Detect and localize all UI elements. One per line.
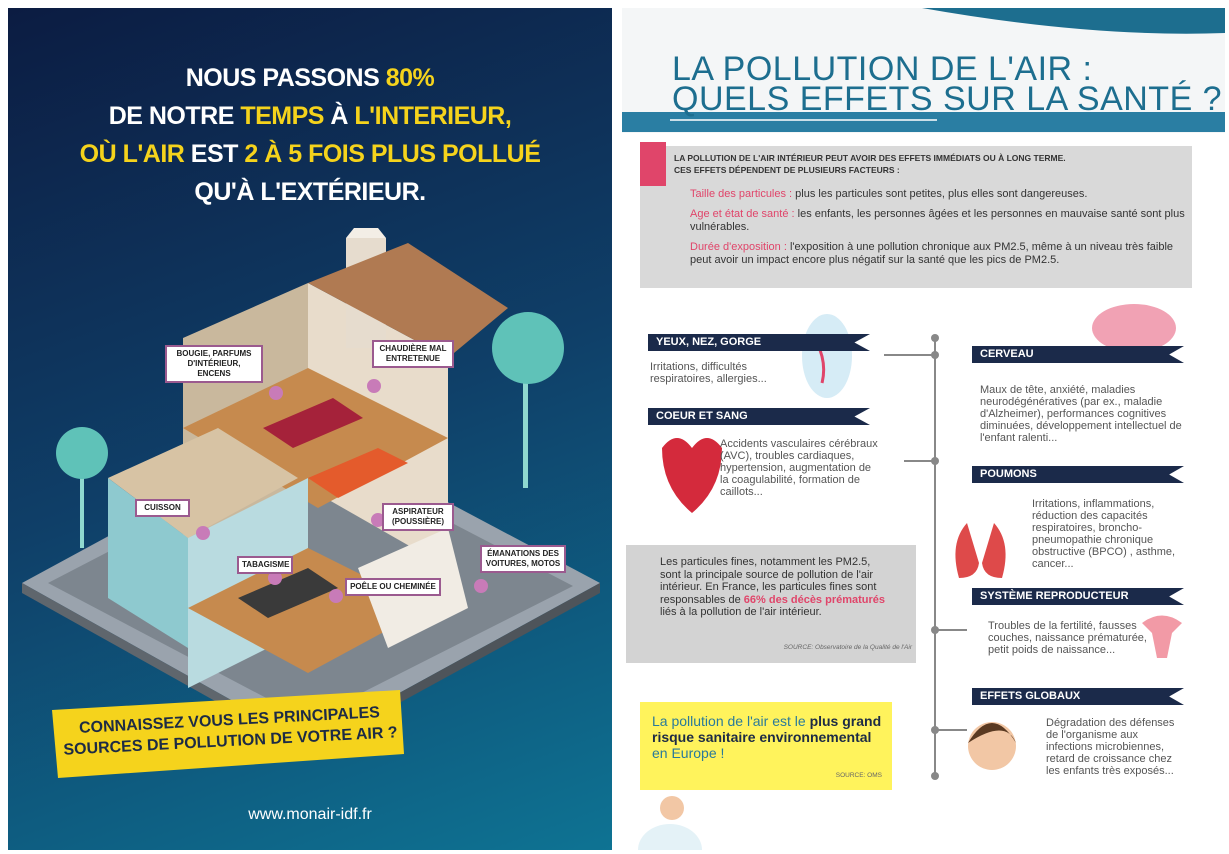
text-segment: plus grand risque sanitaire environnemen… [652, 713, 882, 745]
factors: Taille des particules : plus les particu… [690, 188, 1185, 274]
right-infographic: LA POLLUTION DE L'AIR : QUELS EFFETS SUR… [622, 8, 1225, 850]
headline-line: QU'À L'EXTÉRIEUR. [8, 178, 612, 207]
intro-line: CES EFFETS DÉPENDENT DE PLUSIEURS FACTEU… [674, 165, 900, 175]
text-segment: TEMPS [240, 102, 324, 130]
factor: Durée d'exposition : l'exposition à une … [690, 241, 1185, 267]
text-segment: 66% des décès prématurés [743, 593, 886, 606]
text-segment: Les particules fines, notamment les PM2.… [660, 556, 877, 606]
effect-title: SYSTÈME REPRODUCTEUR [972, 588, 1184, 605]
effect-title: CERVEAU [972, 346, 1184, 363]
effect-title: COEUR ET SANG [648, 408, 870, 425]
text-segment: DE NOTRE [108, 102, 241, 130]
highlight-source: SOURCE: OMS [835, 772, 882, 779]
headline-line: DE NOTRE TEMPS À L'INTERIEUR, [8, 102, 612, 131]
effect-text: Maux de tête, anxiété, maladies neurodég… [980, 384, 1182, 444]
note-text: Les particules fines, notamment les PM2.… [660, 556, 892, 619]
factor-term: Taille des particules : [690, 188, 793, 200]
factor-text: plus les particules sont petites, plus e… [792, 188, 1088, 200]
text-segment: L'INTERIEUR, [354, 102, 512, 130]
text-segment: NOUS PASSONS [185, 64, 386, 92]
effect-text: Irritations, inflammations, réduction de… [1032, 498, 1176, 570]
title-line: LA POLLUTION DE L'AIR : [672, 50, 1093, 88]
url: www.monair-idf.fr [248, 806, 372, 823]
text-segment: liés à la pollution de l'air intérieur. [660, 606, 822, 618]
source-label: ASPIRATEUR (POUSSIÈRE) [382, 503, 454, 531]
intro-line: LA POLLUTION DE L'AIR INTÉRIEUR PEUT AVO… [674, 153, 1066, 163]
text-segment: 2 À 5 FOIS PLUS POLLUÉ [244, 140, 541, 168]
left-poster: NOUS PASSONS 80% DE NOTRE TEMPS À L'INTE… [8, 8, 612, 850]
highlight-text: La pollution de l'air est le plus grand … [652, 713, 887, 761]
effect-text: Accidents vasculaires cérébraux (AVC), t… [720, 438, 878, 498]
text-segment: OÙ L'AIR [79, 140, 191, 168]
headline-line: OÙ L'AIR EST 2 À 5 FOIS PLUS POLLUÉ [8, 140, 612, 169]
text-segment: La pollution de l'air est le [652, 713, 810, 729]
text-segment: en Europe ! [652, 745, 725, 761]
text-segment: 80% [385, 64, 435, 92]
text-segment: EST [190, 140, 245, 168]
source-label: ÉMANATIONS DES VOITURES, MOTOS [480, 545, 566, 573]
effect-text: Irritations, difficultés respiratoires, … [650, 361, 767, 385]
effect-text: Troubles de la fertilité, fausses couche… [988, 620, 1147, 656]
effect-title: YEUX, NEZ, GORGE [648, 334, 870, 351]
intro-heading: LA POLLUTION DE L'AIR INTÉRIEUR PEUT AVO… [674, 152, 1184, 176]
text-segment: À [323, 102, 355, 130]
text-segment: QU'À L'EXTÉRIEUR. [194, 178, 426, 206]
factor: Taille des particules : plus les particu… [690, 188, 1185, 201]
factor-term: Age et état de santé : [690, 208, 795, 220]
source-label: POÊLE OU CHEMINÉE [345, 578, 441, 596]
effect-text: Dégradation des défenses de l'organisme … [1046, 717, 1175, 777]
source-label: CHAUDIÈRE MAL ENTRETENUE [372, 340, 454, 368]
right-decor [622, 8, 1225, 850]
title-line: QUELS EFFETS SUR LA SANTÉ ? [672, 80, 1223, 118]
source-label: TABAGISME [237, 556, 293, 574]
source-label: BOUGIE, PARFUMS D'INTÉRIEUR, ENCENS [165, 345, 263, 383]
factor-term: Durée d'exposition : [690, 241, 787, 253]
factor: Age et état de santé : les enfants, les … [690, 208, 1185, 234]
source-label: CUISSON [135, 499, 190, 517]
note-source: SOURCE: Observatoire de la Qualité de l'… [783, 644, 912, 651]
factor-text: les enfants, les personnes âgées et les … [690, 208, 1185, 233]
headline-line: NOUS PASSONS 80% [8, 64, 612, 93]
effect-title: EFFETS GLOBAUX [972, 688, 1184, 705]
factor-text: l'exposition à une pollution chronique a… [690, 241, 1174, 266]
effect-title: POUMONS [972, 466, 1184, 483]
